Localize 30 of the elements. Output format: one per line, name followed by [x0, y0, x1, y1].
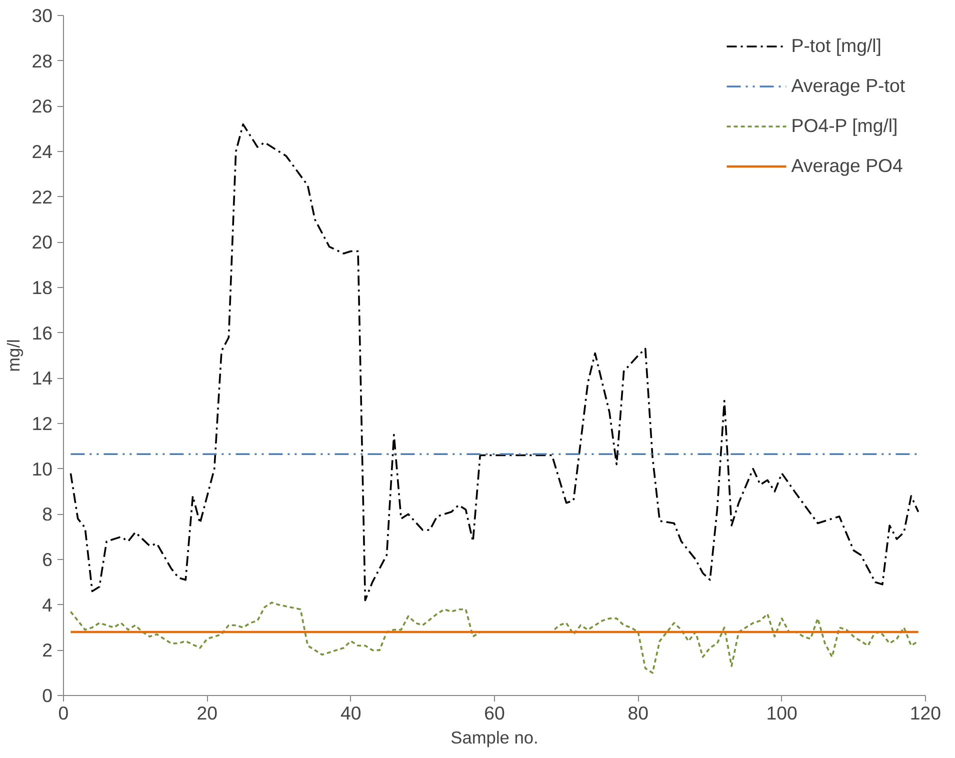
y-tick-label: 0	[42, 685, 53, 706]
y-tick-label: 16	[32, 322, 53, 344]
y-tick-label: 4	[42, 594, 53, 616]
y-tick-label: 30	[32, 5, 53, 26]
x-axis-title: Sample no.	[450, 728, 538, 748]
line-series	[70, 602, 920, 674]
y-tick-label: 12	[32, 413, 53, 434]
x-tick-label: 80	[628, 702, 649, 724]
y-tick-label: 6	[42, 549, 53, 570]
y-tick-label: 24	[32, 141, 53, 162]
legend-label: Average PO4	[791, 155, 903, 177]
x-tick-label: 120	[910, 702, 942, 724]
y-tick-label: 8	[42, 504, 53, 525]
x-tick-label: 20	[196, 702, 218, 724]
legend-label: PO4-P [mg/l]	[791, 115, 898, 137]
y-tick-label: 18	[32, 277, 53, 298]
y-tick-label: 10	[32, 458, 53, 480]
y-tick-label: 14	[32, 368, 53, 389]
legend-label: P-tot [mg/l]	[791, 35, 882, 57]
x-tick-label: 100	[766, 702, 798, 724]
x-tick-label: 40	[340, 702, 362, 724]
y-tick-label: 28	[32, 50, 53, 72]
y-tick-label: 20	[32, 232, 53, 253]
y-tick-label: 22	[32, 186, 53, 208]
legend-label: Average P-tot	[791, 75, 905, 97]
y-axis-title: mg/l	[4, 339, 24, 372]
y-tick-label: 26	[32, 96, 53, 117]
y-tick-label: 2	[42, 640, 53, 661]
x-tick-label: 0	[58, 702, 69, 724]
x-tick-label: 60	[484, 702, 505, 724]
